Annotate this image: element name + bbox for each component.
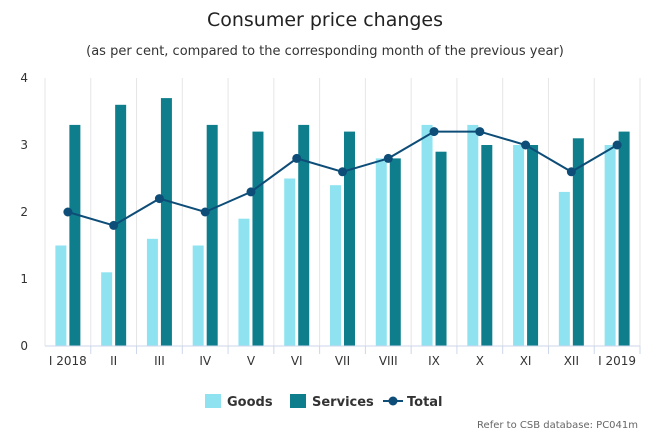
legend-item-services[interactable]: Services xyxy=(290,394,374,410)
services-bar[interactable] xyxy=(160,98,172,346)
bars-layer xyxy=(55,98,630,347)
legend-swatch xyxy=(290,394,306,408)
legend-swatch xyxy=(205,394,221,408)
total-point[interactable] xyxy=(292,153,302,163)
services-bar[interactable] xyxy=(252,131,264,346)
services-bar[interactable] xyxy=(527,145,539,346)
goods-bar[interactable] xyxy=(238,218,250,346)
x-tick-label: IX xyxy=(428,354,440,368)
x-tick-label: II xyxy=(110,354,117,368)
services-bar[interactable] xyxy=(69,124,81,347)
y-tick-label: 3 xyxy=(20,138,28,152)
total-point[interactable] xyxy=(612,140,622,150)
legend-label: Goods xyxy=(227,395,273,410)
goods-bar[interactable] xyxy=(467,124,479,347)
total-point[interactable] xyxy=(246,187,256,197)
legend-label: Services xyxy=(312,395,374,410)
x-tick-label: V xyxy=(247,354,256,368)
goods-bar[interactable] xyxy=(284,178,296,347)
services-bar[interactable] xyxy=(389,158,401,346)
legend-marker xyxy=(388,396,398,406)
y-tick-label: 2 xyxy=(20,205,28,219)
legend-item-total[interactable]: Total xyxy=(383,395,443,410)
services-bar[interactable] xyxy=(572,138,584,346)
x-tick-label: III xyxy=(154,354,165,368)
line-layer xyxy=(63,127,622,230)
total-point[interactable] xyxy=(63,207,73,217)
goods-bar[interactable] xyxy=(604,145,616,346)
goods-bar[interactable] xyxy=(192,245,204,347)
legend[interactable]: Goods Services Total xyxy=(205,394,443,410)
goods-bar[interactable] xyxy=(375,158,387,346)
total-point[interactable] xyxy=(475,127,485,137)
total-point[interactable] xyxy=(566,167,576,177)
y-tick-label: 4 xyxy=(20,71,28,85)
goods-bar[interactable] xyxy=(146,238,158,346)
x-tick-label: VII xyxy=(335,354,350,368)
total-point[interactable] xyxy=(154,194,164,204)
y-tick-label: 0 xyxy=(20,339,28,353)
total-point[interactable] xyxy=(200,207,210,217)
total-point[interactable] xyxy=(429,127,439,137)
x-tick-label: X xyxy=(476,354,484,368)
services-bar[interactable] xyxy=(435,151,447,346)
y-tick-label: 1 xyxy=(20,272,28,286)
credit-text[interactable]: Refer to CSB database: PC041m xyxy=(477,420,638,431)
x-tick-label: XI xyxy=(520,354,532,368)
legend-item-goods[interactable]: Goods xyxy=(205,394,273,410)
x-tick-label: XII xyxy=(564,354,579,368)
services-bar[interactable] xyxy=(298,124,310,347)
total-point[interactable] xyxy=(338,167,347,177)
services-bar[interactable] xyxy=(618,131,630,346)
goods-bar[interactable] xyxy=(101,272,113,346)
goods-bar[interactable] xyxy=(421,124,433,347)
x-tick-label: VIII xyxy=(379,354,398,368)
grid-layer xyxy=(44,78,641,346)
total-point[interactable] xyxy=(109,220,119,230)
chart-title: Consumer price changes xyxy=(207,9,443,31)
chart-subtitle: (as per cent, compared to the correspond… xyxy=(86,44,564,59)
services-bar[interactable] xyxy=(115,104,127,346)
goods-bar[interactable] xyxy=(330,185,341,346)
x-tick-label: I 2019 xyxy=(598,354,636,368)
x-tick-label: VI xyxy=(291,354,303,368)
total-point[interactable] xyxy=(521,140,531,150)
goods-bar[interactable] xyxy=(55,245,67,347)
total-point[interactable] xyxy=(383,153,393,163)
goods-bar[interactable] xyxy=(558,191,570,346)
services-bar[interactable] xyxy=(481,145,493,346)
goods-bar[interactable] xyxy=(513,145,525,346)
x-tick-label: IV xyxy=(199,354,212,368)
services-bar[interactable] xyxy=(344,131,355,346)
services-bar[interactable] xyxy=(206,124,218,347)
x-tick-label: I 2018 xyxy=(49,354,87,368)
legend-label: Total xyxy=(407,395,443,410)
